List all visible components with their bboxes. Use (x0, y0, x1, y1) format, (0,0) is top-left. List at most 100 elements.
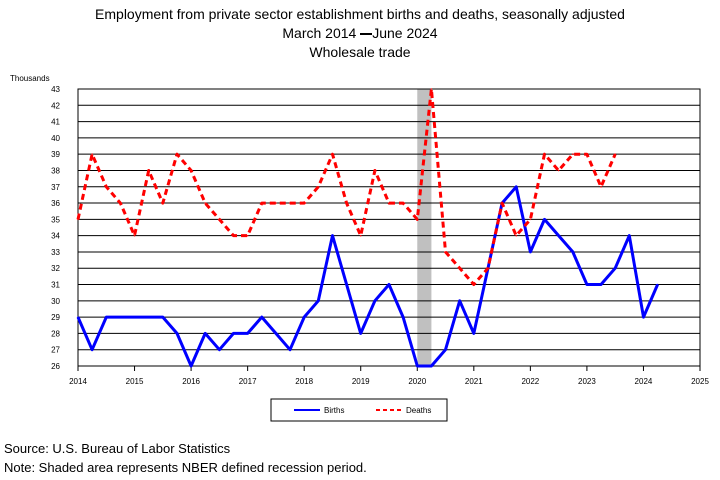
deaths-point (218, 218, 221, 221)
deaths-point (444, 251, 447, 253)
deaths-point (430, 88, 433, 90)
births-point (628, 234, 631, 237)
births-point (105, 316, 108, 318)
births-point (473, 332, 475, 335)
y-axis-label: Thousands (10, 74, 50, 83)
recession-shade (417, 89, 432, 366)
deaths-point (246, 234, 249, 237)
deaths-point (91, 153, 93, 155)
chart-subtitle: Wholesale trade (309, 44, 411, 60)
births-point (147, 316, 150, 318)
births-point (444, 348, 447, 351)
y-tick-label: 26 (51, 362, 60, 371)
y-tick-label: 39 (51, 150, 60, 159)
deaths-point (105, 185, 108, 188)
deaths-point (402, 202, 404, 204)
y-tick-label: 33 (51, 248, 60, 257)
deaths-point (289, 202, 291, 204)
legend-box (270, 398, 448, 422)
y-tick-label: 43 (51, 85, 60, 94)
deaths-point (345, 202, 348, 204)
y-tick-label: 28 (51, 329, 60, 338)
legend-deaths-label: Deaths (406, 406, 431, 415)
deaths-point (571, 153, 574, 155)
births-point (543, 218, 546, 221)
recession-note: Note: Shaded area represents NBER define… (4, 460, 367, 475)
births-point (119, 316, 122, 318)
births-point (133, 316, 136, 318)
deaths-point (162, 202, 164, 204)
births-point (331, 234, 334, 237)
x-tick-label: 2018 (295, 377, 313, 386)
births-point (374, 300, 376, 302)
deaths-point (147, 169, 150, 172)
births-point (430, 365, 433, 367)
births-point (218, 348, 221, 351)
deaths-point (557, 169, 560, 172)
births-point (303, 316, 305, 318)
y-tick-label: 37 (51, 183, 60, 192)
chart-date-range: March 2014 June 2024 (0, 24, 720, 43)
deaths-point (388, 202, 390, 204)
births-point (232, 332, 235, 335)
y-tick-label: 30 (51, 297, 60, 306)
deaths-point (529, 218, 532, 221)
x-tick-label: 2020 (408, 377, 426, 386)
y-tick-label: 32 (51, 264, 60, 273)
births-point (402, 316, 404, 318)
deaths-point (586, 153, 588, 155)
births-point (458, 300, 461, 302)
y-tick-label: 31 (51, 281, 60, 290)
births-point (162, 316, 164, 318)
y-tick-label: 35 (51, 215, 60, 224)
x-tick-label: 2017 (239, 377, 257, 386)
deaths-point (190, 169, 192, 172)
births-point (345, 283, 348, 286)
deaths-point (77, 218, 79, 221)
births-point (656, 283, 659, 286)
source-note: Source: U.S. Bureau of Labor Statistics (4, 441, 231, 456)
deaths-point (543, 153, 546, 155)
y-tick-label: 40 (51, 134, 60, 143)
births-point (77, 316, 79, 318)
date-range-end: June 2024 (372, 25, 438, 41)
x-tick-label: 2016 (182, 377, 200, 386)
births-point (600, 283, 602, 286)
births-point (246, 332, 249, 335)
y-tick-label: 36 (51, 199, 60, 208)
y-tick-label: 42 (51, 101, 60, 110)
deaths-point (133, 234, 136, 237)
x-tick-label: 2025 (691, 377, 709, 386)
births-line (76, 185, 659, 368)
deaths-point (600, 185, 602, 188)
deaths-point (260, 202, 263, 204)
y-tick-label: 29 (51, 313, 60, 322)
births-point (586, 283, 588, 286)
births-point (260, 316, 263, 318)
date-range-dash-icon (360, 33, 373, 36)
deaths-point (119, 202, 122, 204)
deaths-point (275, 202, 277, 204)
births-point (388, 283, 390, 286)
y-tick-label: 41 (51, 118, 60, 127)
deaths-point (614, 153, 616, 155)
births-point (642, 316, 645, 318)
births-point (359, 332, 362, 335)
births-point (317, 300, 320, 302)
x-tick-label: 2023 (578, 377, 596, 386)
y-tick-label: 34 (51, 232, 60, 241)
y-tick-label: 27 (51, 346, 60, 355)
date-range-start: March 2014 (282, 25, 357, 41)
deaths-point (176, 153, 178, 155)
deaths-point (458, 267, 461, 270)
x-tick-label: 2024 (635, 377, 653, 386)
births-point (529, 251, 532, 253)
deaths-point (232, 234, 235, 237)
chart-title: Employment from private sector establish… (95, 6, 625, 22)
births-point (190, 365, 192, 367)
births-point (416, 365, 419, 367)
births-point (176, 332, 178, 335)
births-point (275, 332, 277, 335)
legend: Births Deaths (270, 398, 448, 422)
